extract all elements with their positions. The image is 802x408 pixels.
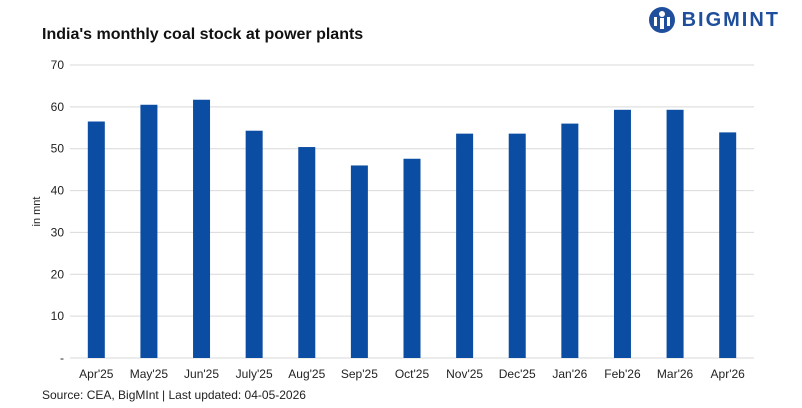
- chart-title: India's monthly coal stock at power plan…: [42, 26, 364, 43]
- x-tick-label: Feb'26: [604, 367, 641, 381]
- x-tick-label: Aug'25: [288, 367, 325, 381]
- y-axis-label: in mnt: [31, 197, 43, 227]
- x-tick-label: Apr'26: [711, 367, 746, 381]
- x-tick-label: Mar'26: [657, 367, 694, 381]
- y-tick-label: -: [60, 351, 64, 365]
- bar: [666, 109, 684, 358]
- bar: [403, 158, 421, 358]
- bigmint-logo-icon: [648, 7, 675, 33]
- x-tick-label: Jun'25: [184, 367, 219, 381]
- bar: [719, 132, 737, 358]
- bar: [456, 133, 474, 358]
- bar: [298, 147, 316, 358]
- bigmint-logo-text: BIGMINT: [681, 8, 780, 31]
- x-tick-label: Jan'26: [552, 367, 587, 381]
- y-axis-ticks: - 10 20 30 40 50 60 70: [51, 58, 65, 365]
- bars: [87, 99, 737, 359]
- bar: [245, 130, 263, 358]
- bar: [561, 123, 579, 358]
- y-tick-label: 70: [51, 58, 65, 72]
- y-tick-label: 10: [51, 309, 65, 323]
- x-tick-label: Oct'25: [395, 367, 430, 381]
- x-axis-ticks: Apr'25 May'25 Jun'25 July'25 Aug'25 Sep'25 Oct…: [79, 367, 745, 381]
- bar: [350, 165, 368, 358]
- x-tick-label: Sep'25: [341, 367, 378, 381]
- source-note: Source: CEA, BigMInt | Last updated: 04-…: [42, 388, 306, 402]
- y-tick-label: 50: [51, 142, 65, 156]
- bigmint-logo: BIGMINT: [648, 6, 780, 34]
- bar: [193, 99, 211, 359]
- y-tick-label: 60: [51, 100, 65, 114]
- y-tick-label: 40: [51, 184, 65, 198]
- bar: [87, 121, 105, 358]
- x-tick-label: Apr'25: [79, 367, 114, 381]
- x-tick-label: May'25: [130, 367, 169, 381]
- y-tick-label: 30: [51, 225, 65, 239]
- bar: [508, 133, 526, 358]
- x-tick-label: Dec'25: [499, 367, 536, 381]
- y-tick-label: 20: [51, 267, 65, 281]
- x-tick-label: July'25: [236, 367, 273, 381]
- bar: [613, 109, 631, 358]
- bar: [140, 104, 158, 358]
- x-tick-label: Nov'25: [446, 367, 483, 381]
